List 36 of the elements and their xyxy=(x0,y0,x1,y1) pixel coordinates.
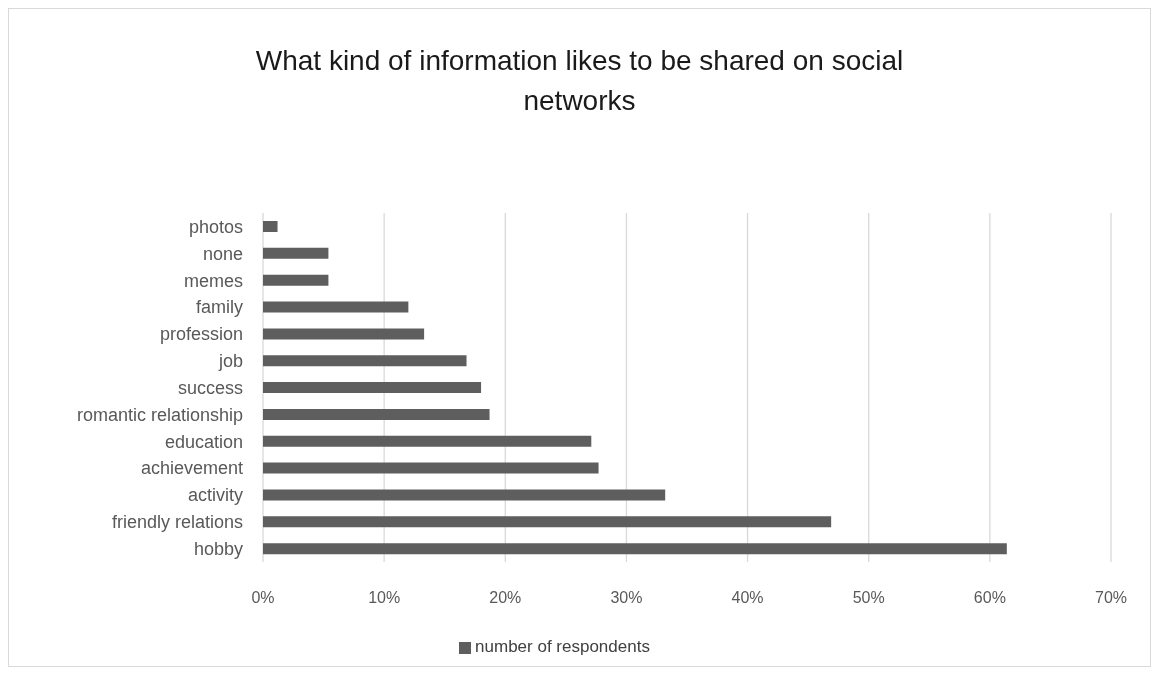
bar xyxy=(263,516,832,528)
y-tick-label: hobby xyxy=(193,538,243,559)
x-tick-label: 70% xyxy=(1094,589,1128,607)
y-tick-label: success xyxy=(177,377,243,398)
chart-title: What kind of information likes to be shared on social networks xyxy=(254,44,905,118)
bar xyxy=(263,301,409,313)
y-tick-label: activity xyxy=(187,485,243,506)
x-tick-label: 40% xyxy=(731,589,764,607)
bar xyxy=(263,355,467,367)
x-tick-label: 20% xyxy=(489,589,522,607)
x-tick-label: 0% xyxy=(251,589,275,607)
y-tick-label: achievement xyxy=(140,458,243,479)
y-tick-label: education xyxy=(164,431,243,452)
x-tick-label: 60% xyxy=(973,589,1006,607)
bar xyxy=(263,382,482,394)
bar xyxy=(263,462,599,474)
legend-label: number of respondents xyxy=(475,637,650,656)
x-tick-label: 30% xyxy=(610,589,643,607)
bar xyxy=(263,328,425,340)
y-tick-label: photos xyxy=(188,216,243,237)
bar xyxy=(263,247,329,259)
bar xyxy=(263,489,666,501)
y-tick-label: friendly relations xyxy=(111,512,243,533)
y-tick-label: romantic relationship xyxy=(76,404,243,425)
x-tick-label: 10% xyxy=(368,589,401,607)
y-tick-label: none xyxy=(202,243,243,264)
y-tick-label: memes xyxy=(183,270,243,291)
y-tick-label: family xyxy=(195,297,243,318)
x-tick-label: 50% xyxy=(852,589,885,607)
bar xyxy=(263,274,329,286)
bar xyxy=(263,221,278,232)
y-tick-label: job xyxy=(217,351,243,372)
bar xyxy=(263,435,592,447)
bar xyxy=(263,408,490,420)
y-tick-label: profession xyxy=(159,324,243,345)
bar xyxy=(263,543,1007,555)
